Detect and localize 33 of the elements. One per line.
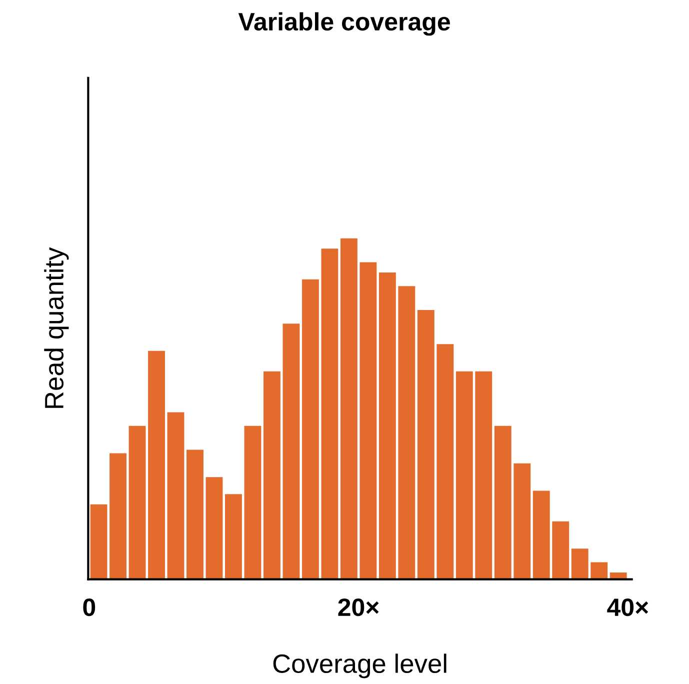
bar [590,562,608,580]
bar [148,350,165,580]
chart-title: Variable coverage [238,12,450,36]
bar [302,279,319,580]
bar [264,371,280,580]
bar [340,238,358,580]
bar [167,412,184,580]
bar [282,324,300,580]
bar [378,272,396,580]
bar [244,426,262,580]
bar [417,310,434,580]
bar [475,371,492,580]
bar [128,426,146,580]
text: 0 [83,598,96,616]
bar [436,344,454,580]
bar [571,548,588,580]
bar [90,504,108,580]
bar [186,450,204,580]
bar [321,248,338,580]
bar [206,477,223,580]
x-axis-title: Coverage level [273,654,446,678]
bar [360,262,377,580]
bar [514,463,531,580]
text: 40× [607,598,648,616]
bar [552,521,570,580]
bar [456,371,473,580]
bar [532,490,550,580]
bar [225,494,242,580]
y-axis-title: Read quantity [44,247,69,408]
bar [398,286,416,580]
bar [110,453,126,580]
bar [494,426,512,580]
text: 20× [338,598,379,616]
